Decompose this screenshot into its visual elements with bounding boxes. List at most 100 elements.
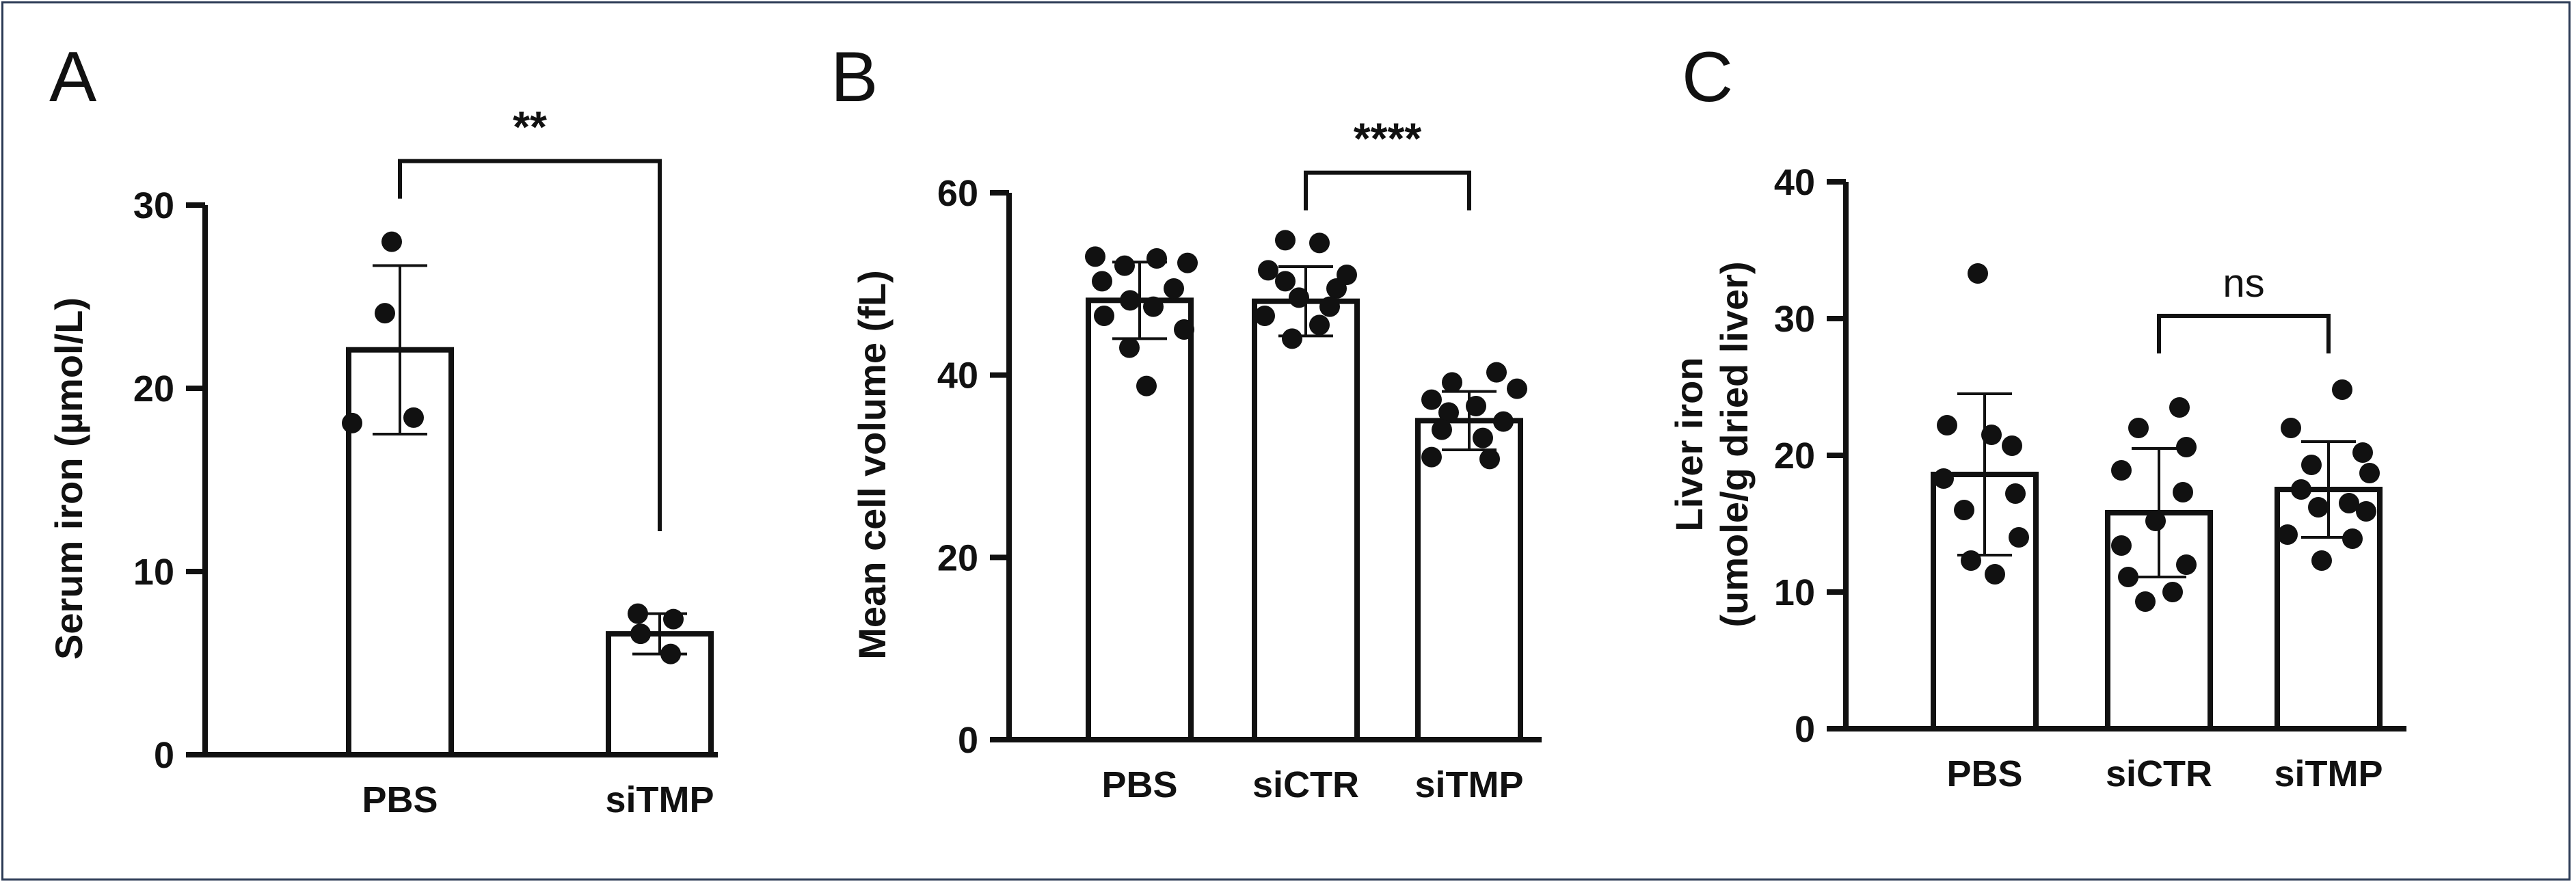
data-point xyxy=(1177,252,1198,273)
significance-bracket xyxy=(1304,170,1471,211)
data-point xyxy=(375,303,395,324)
data-point xyxy=(1309,314,1330,336)
data-point xyxy=(1961,550,1981,571)
data-point xyxy=(1442,372,1462,393)
significance-label: **** xyxy=(1354,114,1422,163)
y-tick-label: 60 xyxy=(937,173,978,214)
data-point xyxy=(1120,290,1140,311)
data-point xyxy=(630,623,651,645)
data-point xyxy=(1438,402,1459,423)
y-tick-label: 0 xyxy=(958,720,978,761)
y-tick-label: 10 xyxy=(1774,572,1815,613)
data-point xyxy=(2352,442,2373,463)
data-point xyxy=(1421,389,1442,410)
x-category-label: PBS xyxy=(1946,753,2022,794)
y-tick-label: 10 xyxy=(133,552,174,593)
data-point xyxy=(2135,591,2156,612)
panel-letter: C xyxy=(1682,38,1733,117)
x-category-label: PBS xyxy=(362,779,438,820)
data-point xyxy=(1094,306,1114,326)
data-point xyxy=(1309,232,1330,254)
data-point xyxy=(381,231,402,252)
data-point xyxy=(1319,296,1340,317)
data-point xyxy=(1289,287,1309,308)
data-point xyxy=(2128,418,2149,438)
y-axis-title-line2: (umole/g dried liver) xyxy=(1713,261,1756,627)
data-point xyxy=(1954,500,1974,520)
data-point xyxy=(1985,564,2005,585)
data-point xyxy=(1473,427,1493,448)
data-point xyxy=(1493,411,1514,432)
data-point xyxy=(2311,550,2332,571)
significance-bracket xyxy=(2157,314,2331,353)
y-tick-label: 20 xyxy=(133,368,174,410)
x-category-label: siTMP xyxy=(1414,764,1523,805)
y-tick-label: 40 xyxy=(937,355,978,397)
data-point xyxy=(2169,397,2190,418)
data-point xyxy=(2145,511,2166,531)
x-category-label: siTMP xyxy=(605,779,714,820)
y-tick-label: 30 xyxy=(133,185,174,226)
data-point xyxy=(2173,482,2193,502)
data-point xyxy=(1092,271,1112,292)
x-category-label: siTMP xyxy=(2274,753,2383,794)
data-point xyxy=(1968,263,1988,284)
data-point xyxy=(2356,501,2376,522)
data-point xyxy=(1421,446,1442,468)
data-point xyxy=(1275,271,1296,292)
data-point xyxy=(342,412,362,433)
data-point xyxy=(1085,246,1105,267)
data-point xyxy=(1981,425,2002,445)
data-point xyxy=(660,643,681,664)
data-point xyxy=(2308,497,2329,518)
data-point xyxy=(1258,260,1278,281)
panel-letter: B xyxy=(831,38,878,117)
data-point xyxy=(2332,379,2352,400)
panel-b: B 0 20 40 60 Mean cell volume (fL) PBS siCTR siT… xyxy=(831,38,1542,805)
data-point xyxy=(1143,296,1164,317)
data-point xyxy=(1282,328,1302,349)
data-point xyxy=(2176,437,2197,457)
data-point xyxy=(2281,418,2301,438)
significance-label: ns xyxy=(2223,261,2264,306)
x-category-label: siCTR xyxy=(2106,753,2212,794)
y-tick-label: 40 xyxy=(1774,162,1815,203)
x-category-label: PBS xyxy=(1101,764,1177,805)
data-point xyxy=(2005,483,2026,504)
data-point xyxy=(1114,255,1135,276)
data-point xyxy=(2009,527,2029,548)
y-tick-label: 20 xyxy=(1774,435,1815,476)
data-point xyxy=(1255,306,1275,326)
y-tick-label: 20 xyxy=(937,537,978,578)
y-axis-title: Mean cell volume (fL) xyxy=(850,270,894,659)
data-point xyxy=(2359,463,2380,483)
y-axis-title: Liver iron xyxy=(1667,357,1710,531)
data-point xyxy=(1119,337,1140,358)
panel-letter: A xyxy=(49,38,97,117)
data-point xyxy=(1164,278,1184,299)
data-point xyxy=(2342,528,2363,549)
data-point xyxy=(403,407,424,428)
data-point xyxy=(2002,435,2022,456)
data-point xyxy=(2111,460,2132,481)
y-tick-label: 0 xyxy=(154,735,174,776)
data-point xyxy=(1136,375,1157,397)
significance-bracket xyxy=(398,159,662,532)
y-tick-label: 30 xyxy=(1774,299,1815,340)
y-axis-title: Serum iron (µmol/L) xyxy=(47,297,90,660)
data-point xyxy=(2291,479,2311,500)
significance-label: ** xyxy=(513,103,547,152)
x-category-label: siCTR xyxy=(1252,764,1359,805)
data-point xyxy=(2339,493,2359,513)
bar-sitmp xyxy=(1415,418,1523,742)
panel-a: A 0 10 20 30 Serum iron (µmol/L) PBS siTMP ** xyxy=(47,38,718,820)
data-point xyxy=(1275,230,1296,251)
data-point xyxy=(1937,415,1957,435)
data-point xyxy=(1479,448,1500,470)
data-point xyxy=(663,608,684,630)
data-point xyxy=(1507,378,1527,399)
panel-c: C 0 10 20 30 40 Liver iron (umole/g dried liver… xyxy=(1667,38,2406,794)
data-point xyxy=(2118,567,2138,587)
data-point xyxy=(2111,535,2132,556)
